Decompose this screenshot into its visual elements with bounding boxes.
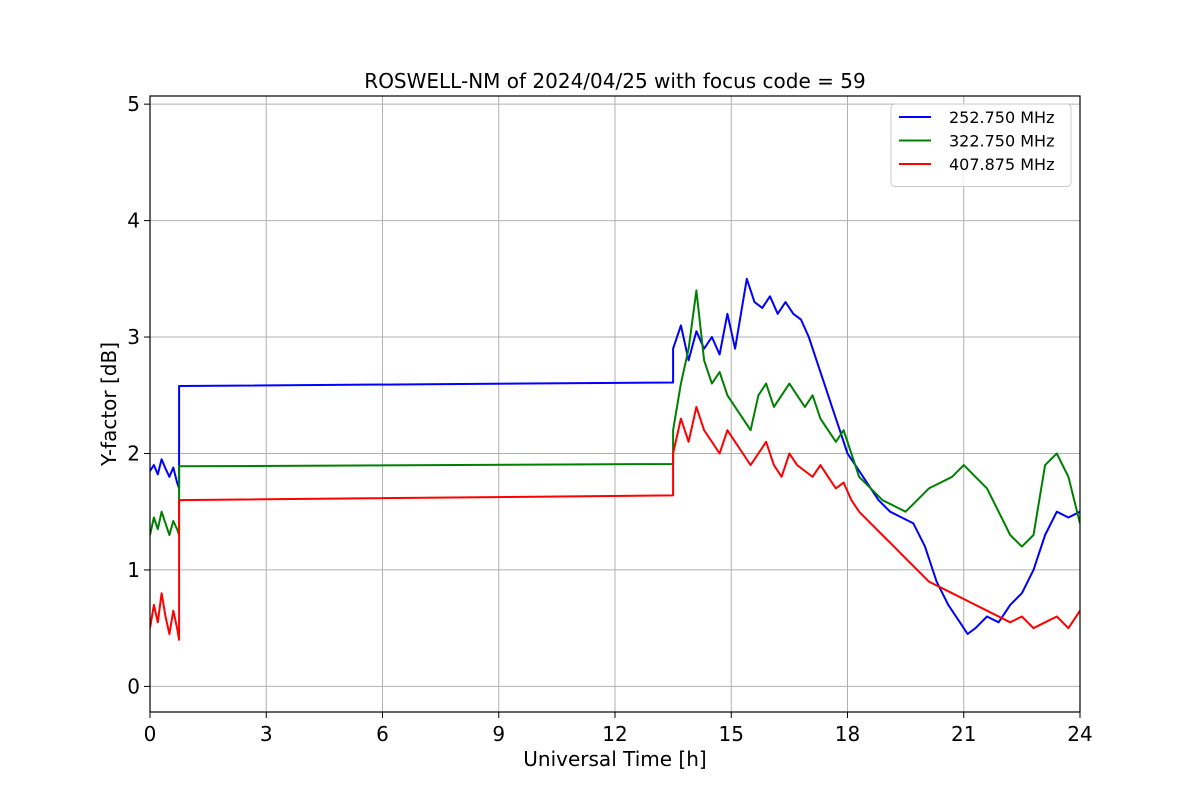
legend-label-2: 322.750 MHz [949,132,1054,151]
chart-title: ROSWELL-NM of 2024/04/25 with focus code… [364,69,865,93]
plot-area [150,277,1080,641]
legend: 252.750 MHz 322.750 MHz 407.875 MHz [890,103,1072,187]
x-tick-label: 15 [719,722,744,746]
y-axis-label: Y-factor [dB] [97,342,121,467]
x-tick-label: 12 [602,722,627,746]
y-tick-label: 0 [127,674,140,698]
y-tick-label: 1 [127,558,140,582]
y-axis: 0 1 2 3 4 5 [127,92,150,698]
x-axis: 0 3 6 9 12 15 18 21 24 [144,712,1093,746]
x-axis-label: Universal Time [h] [523,747,706,771]
series-line-1 [150,277,1080,635]
x-tick-label: 0 [144,722,157,746]
x-tick-label: 18 [835,722,860,746]
y-tick-label: 4 [127,209,140,233]
y-tick-label: 2 [127,441,140,465]
x-tick-label: 21 [951,722,976,746]
y-tick-label: 3 [127,325,140,349]
x-tick-label: 9 [492,722,505,746]
x-tick-label: 6 [376,722,389,746]
x-tick-label: 3 [260,722,273,746]
legend-label-3: 407.875 MHz [949,155,1054,174]
legend-label-1: 252.750 MHz [949,108,1054,127]
series-line-2 [150,289,1080,548]
y-tick-label: 5 [127,92,140,116]
x-tick-label: 24 [1067,722,1092,746]
legend-box [890,103,1072,187]
series-line-3 [150,405,1080,641]
